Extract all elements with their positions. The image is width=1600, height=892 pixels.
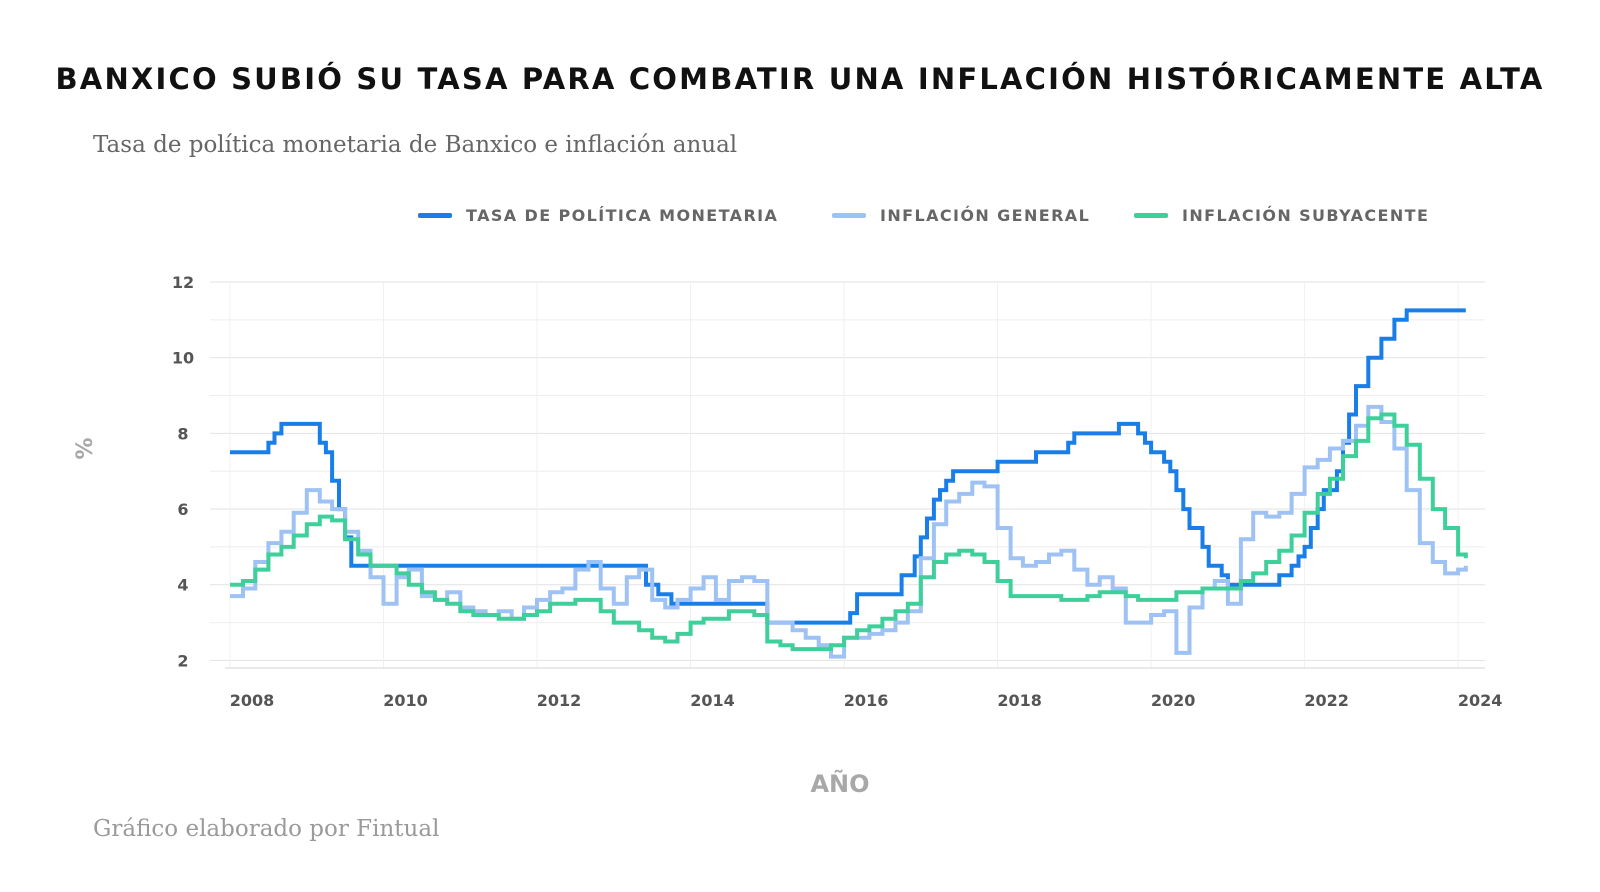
chart-title: BANXICO SUBIÓ SU TASA PARA COMBATIR UNA … — [55, 62, 1545, 96]
x-tick-label: 2012 — [537, 691, 582, 710]
x-axis-label: AÑO — [810, 770, 870, 798]
x-tick-label: 2016 — [844, 691, 889, 710]
series-line-inflacion-general — [230, 404, 1468, 659]
x-tick-label: 2020 — [1151, 691, 1196, 710]
x-tick-label: 2010 — [383, 691, 428, 710]
series-line-inflacion-subyacente — [230, 412, 1468, 652]
legend-item-inflacion-subyacente: INFLACIÓN SUBYACENTE — [1134, 200, 1429, 230]
footer-credit: Gráfico elaborado por Fintual — [93, 816, 440, 842]
x-tick-label: 2014 — [690, 691, 735, 710]
legend-swatch-inflacion-general — [832, 212, 866, 218]
y-tick-label: 8 — [177, 424, 188, 443]
legend-item-inflacion-general: INFLACIÓN GENERAL — [832, 200, 1090, 230]
x-tick-label: 2008 — [230, 691, 275, 710]
y-tick-label: 2 — [177, 651, 188, 670]
x-tick-label: 2018 — [997, 691, 1042, 710]
y-tick-label: 4 — [177, 576, 188, 595]
legend: TASA DE POLÍTICA MONETARIA INFLACIÓN GEN… — [0, 200, 1600, 230]
legend-label-inflacion-general: INFLACIÓN GENERAL — [880, 205, 1091, 225]
grid-layer — [210, 281, 1485, 668]
legend-label-tasa: TASA DE POLÍTICA MONETARIA — [466, 205, 779, 225]
legend-swatch-tasa — [418, 212, 452, 218]
chart-subtitle: Tasa de política monetaria de Banxico e … — [93, 132, 738, 158]
legend-item-tasa: TASA DE POLÍTICA MONETARIA — [418, 200, 778, 230]
series-layer — [230, 308, 1468, 659]
y-tick-label: 12 — [172, 273, 194, 292]
axis-layer: 2 4 6 8 10 12 2008 2010 2012 2014 2016 2018 2020 2022… — [172, 273, 1503, 710]
y-tick-label: 6 — [177, 500, 188, 519]
x-tick-label: 2024 — [1458, 691, 1503, 710]
y-axis-label: % — [69, 437, 95, 460]
y-tick-label: 10 — [172, 349, 194, 368]
legend-swatch-inflacion-subyacente — [1134, 212, 1168, 218]
legend-label-inflacion-subyacente: INFLACIÓN SUBYACENTE — [1182, 205, 1430, 225]
x-tick-label: 2022 — [1304, 691, 1349, 710]
